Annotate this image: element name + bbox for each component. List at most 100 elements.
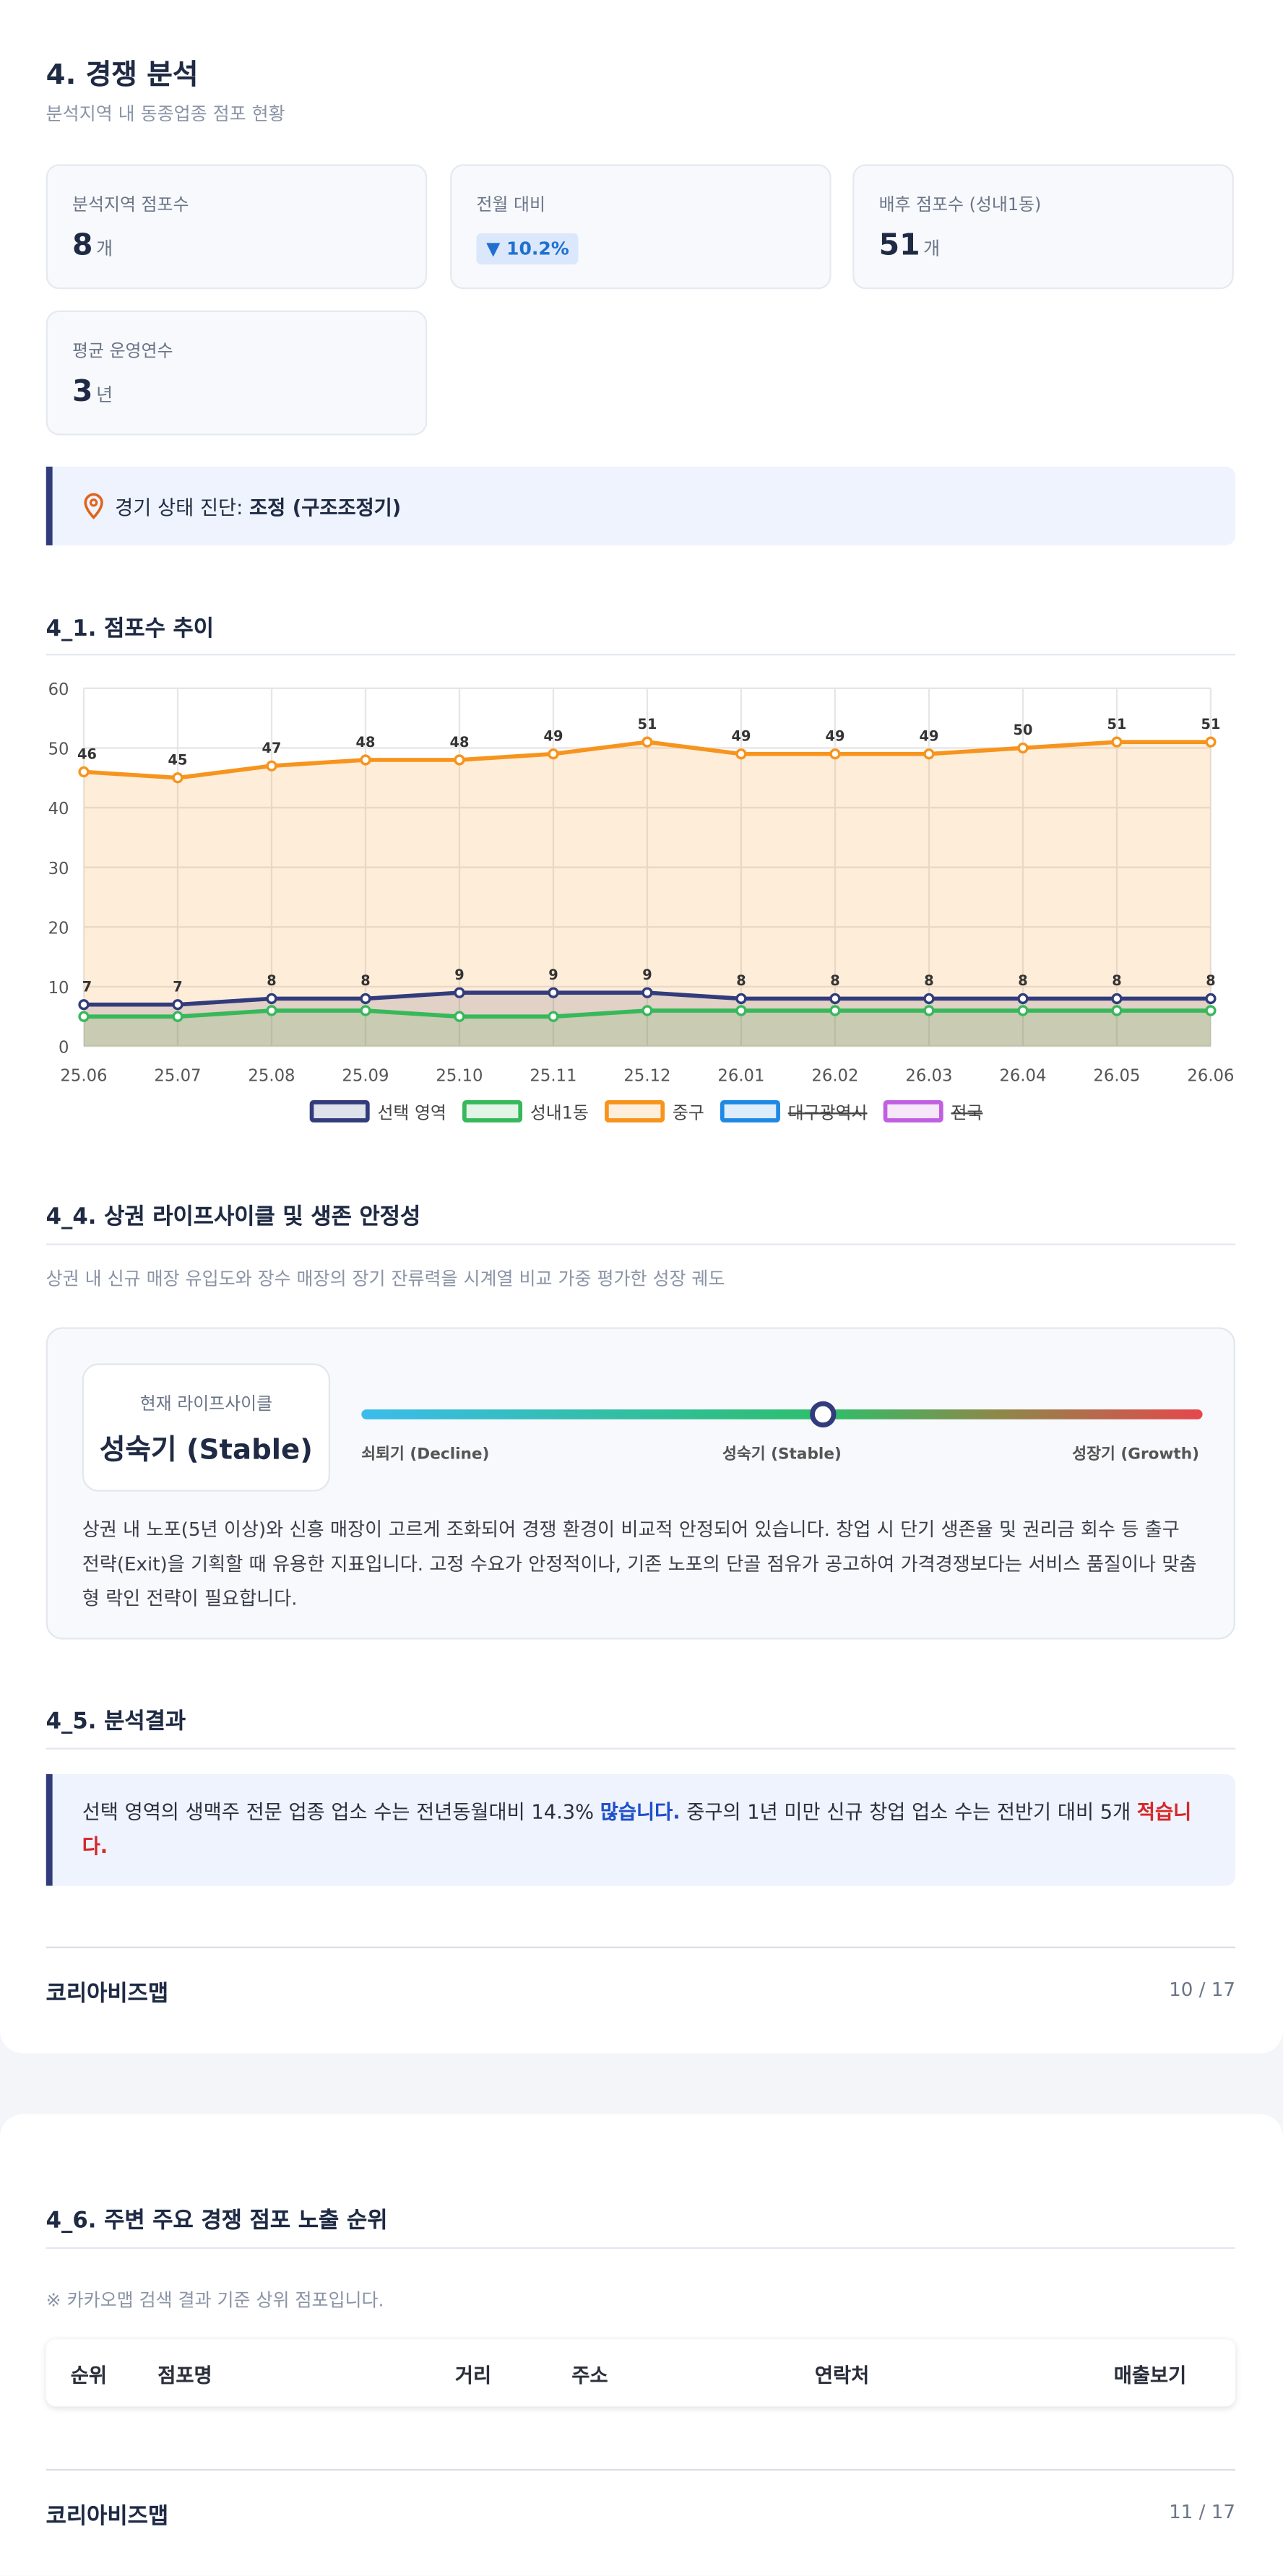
point xyxy=(829,993,841,1005)
result-text: 선택 영역의 생맥주 전문 업종 업소 수는 전년동월대비 14.3% 많습니다… xyxy=(82,1795,1203,1864)
legend-label: 전국 xyxy=(951,1103,982,1123)
column-header: 연락처 xyxy=(814,2364,870,2387)
x-tick-label: 26.01 xyxy=(717,1066,764,1085)
y-tick-label: 0 xyxy=(59,1039,69,1058)
point xyxy=(1017,993,1029,1005)
point xyxy=(360,993,371,1005)
legend-label: 중구 xyxy=(673,1103,704,1123)
x-tick-label: 25.10 xyxy=(436,1066,483,1085)
x-tick-label: 25.07 xyxy=(154,1066,201,1085)
lifecycle-text: 상권 내 노포(5년 이상)와 신흥 매장이 고르게 조화되어 경쟁 환경이 비… xyxy=(82,1518,1197,1610)
y-tick-label: 30 xyxy=(48,860,69,878)
point xyxy=(642,1005,653,1016)
legend-item: 성내1동 xyxy=(462,1100,589,1123)
point xyxy=(829,748,841,760)
point xyxy=(454,754,465,766)
scale-label: 쇠퇴기 (Decline) xyxy=(361,1445,490,1464)
pin-icon xyxy=(84,493,103,519)
point xyxy=(266,1005,277,1016)
legend-item: 중구 xyxy=(605,1100,704,1123)
point xyxy=(360,1005,371,1016)
divider xyxy=(46,2247,1236,2249)
emphasis: 적습니다. xyxy=(82,1800,1192,1858)
diagnosis: 경기 상태 진단: 조정 (구조조정기) xyxy=(46,466,1236,545)
kpi-card: 배후 점포수 (성내1동) 51 개 xyxy=(852,164,1234,290)
point xyxy=(266,760,277,771)
legend-swatch xyxy=(883,1100,943,1123)
data-label: 8 xyxy=(267,972,276,989)
data-label: 45 xyxy=(168,752,188,769)
kpi-number: 3 xyxy=(72,374,93,410)
point xyxy=(829,1005,841,1016)
point xyxy=(1017,742,1029,754)
section-title: 4_4. 상권 라이프사이클 및 생존 안정성 xyxy=(46,1203,421,1231)
point xyxy=(1205,993,1217,1005)
x-tick-label: 26.03 xyxy=(905,1066,952,1085)
legend-label: 선택 영역 xyxy=(377,1103,446,1123)
scale-label: 성숙기 (Stable) xyxy=(722,1445,842,1464)
data-label: 50 xyxy=(1014,722,1033,738)
data-label: 8 xyxy=(830,972,839,989)
legend-item: 선택 영역 xyxy=(309,1100,446,1123)
kpi-number: 8 xyxy=(72,228,93,263)
data-label: 7 xyxy=(173,979,182,995)
divider xyxy=(46,2468,1236,2471)
point xyxy=(78,766,90,778)
emphasis: 많습니다. xyxy=(600,1800,681,1824)
lifecycle-box: 현재 라이프사이클 성숙기 (Stable) 쇠퇴기 (Decline) 성숙기… xyxy=(46,1327,1236,1640)
area xyxy=(83,1010,1211,1047)
point xyxy=(1205,736,1217,748)
kpi-badge: ▼ 10.2% xyxy=(476,233,579,265)
point xyxy=(735,748,747,760)
point xyxy=(1205,1005,1217,1016)
x-tick-label: 25.11 xyxy=(530,1066,576,1085)
divider xyxy=(46,1747,1236,1750)
data-label: 47 xyxy=(262,740,282,756)
legend-label: 대구광역시 xyxy=(788,1103,868,1123)
point xyxy=(1111,736,1123,748)
point xyxy=(172,772,183,784)
data-label: 8 xyxy=(1112,972,1121,989)
x-tick-label: 25.06 xyxy=(60,1066,107,1085)
note: ※ 카카오맵 검색 결과 기준 상위 점포입니다. xyxy=(46,2289,384,2312)
x-tick-label: 26.05 xyxy=(1093,1066,1140,1085)
legend-item: 대구광역시 xyxy=(720,1100,868,1123)
kpi-unit: 년 xyxy=(96,384,113,406)
data-label: 8 xyxy=(1018,972,1027,989)
point xyxy=(1017,1005,1029,1016)
brand: 코리아비즈맵 xyxy=(46,1981,169,2007)
lifecycle-current: 현재 라이프사이클 성숙기 (Stable) xyxy=(82,1363,331,1492)
title: 4. 경쟁 분석 xyxy=(46,59,199,92)
area xyxy=(83,742,1211,1047)
data-label: 49 xyxy=(732,728,751,745)
point xyxy=(360,754,371,766)
current-label: 현재 라이프사이클 xyxy=(139,1394,273,1414)
y-tick-label: 50 xyxy=(48,740,69,759)
section-title: 4_1. 점포수 추이 xyxy=(46,615,215,643)
diagnosis-value: 조정 (구조조정기) xyxy=(249,496,402,519)
point xyxy=(172,999,183,1011)
data-label: 51 xyxy=(1107,716,1127,732)
data-label: 46 xyxy=(77,745,97,762)
x-tick-label: 25.08 xyxy=(248,1066,295,1085)
lifecycle-marker xyxy=(810,1401,837,1428)
data-label: 8 xyxy=(360,972,370,989)
brand: 코리아비즈맵 xyxy=(46,2503,169,2530)
table-header: 순위 점포명 거리 주소 연락처 매출보기 xyxy=(46,2339,1236,2407)
point xyxy=(548,1011,559,1022)
column-header: 주소 xyxy=(571,2364,608,2387)
point xyxy=(78,1011,90,1022)
point xyxy=(78,999,90,1011)
kpi-value: 51 개 xyxy=(879,228,941,263)
diagnosis-text: 경기 상태 진단: 조정 (구조조정기) xyxy=(115,493,401,521)
kpi-number: 51 xyxy=(878,228,920,263)
section-description: 상권 내 신규 매장 유입도와 장수 매장의 장기 잔류력을 시계열 비교 가중… xyxy=(46,1268,725,1290)
data-label: 9 xyxy=(548,967,558,983)
point xyxy=(1111,1005,1123,1016)
data-label: 7 xyxy=(82,979,92,995)
legend-label: 성내1동 xyxy=(530,1103,589,1123)
